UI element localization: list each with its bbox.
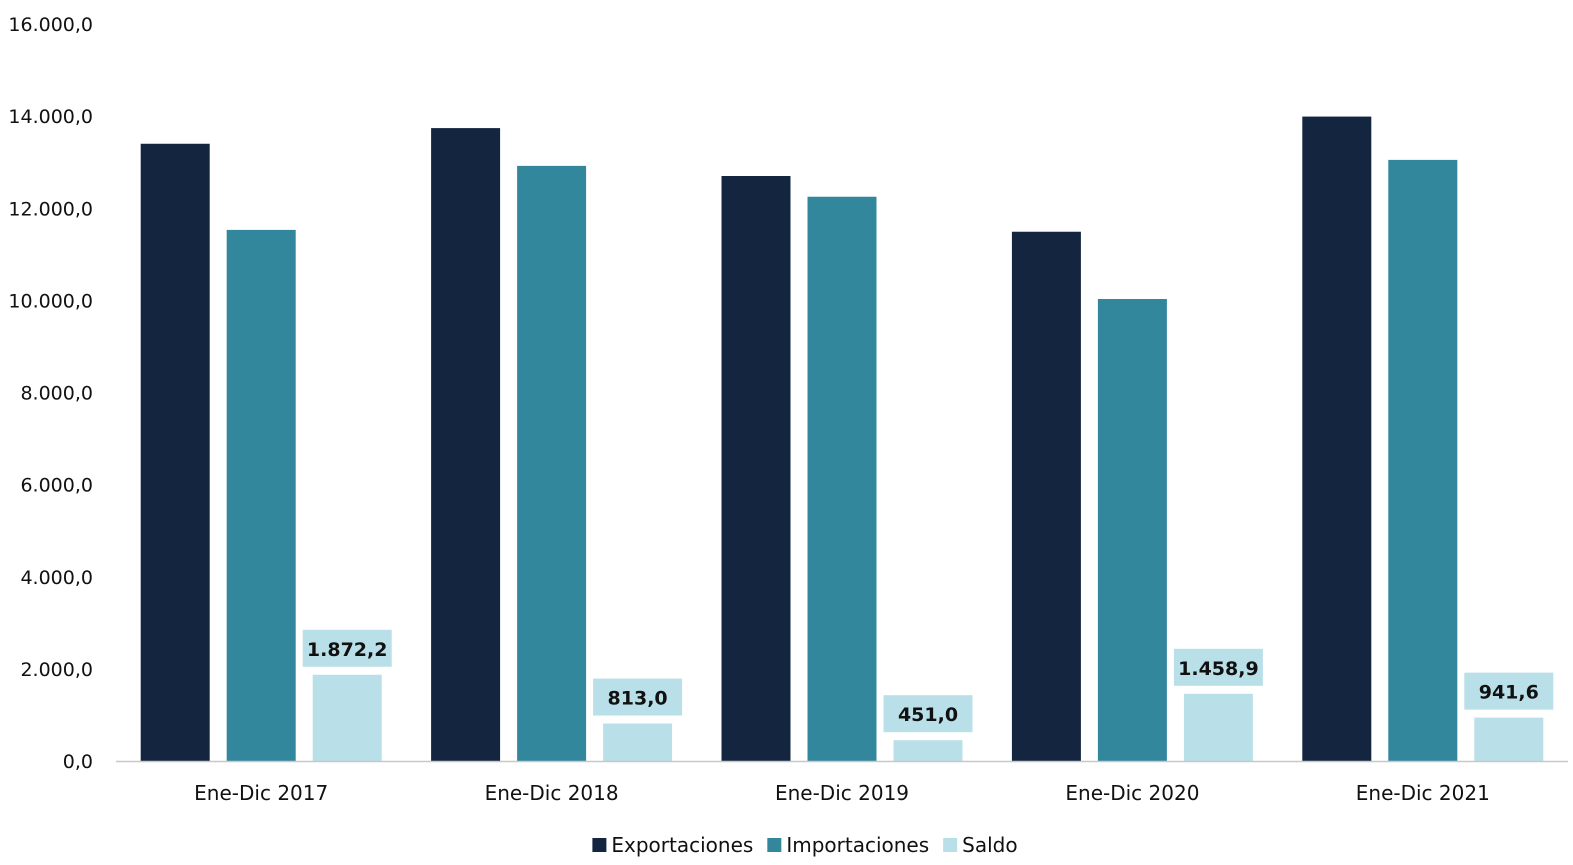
y-axis: 0,0 2.000,0 4.000,0 6.000,0 8.000,0 10.000,0 1… — [8, 14, 93, 773]
legend-swatch-exportaciones — [592, 838, 607, 852]
data-label: 813,0 — [608, 688, 668, 710]
data-label: 1.872,2 — [307, 639, 388, 661]
bar-importaciones-1 — [226, 229, 296, 762]
x-axis: Ene-Dic 2017 Ene-Dic 2018 Ene-Dic 2019 Ene-… — [194, 781, 1490, 805]
y-tick-label: 12.000,0 — [8, 198, 93, 220]
bar-exportaciones-4 — [1011, 231, 1081, 761]
data-label-box — [593, 678, 683, 716]
bar-importaciones-2 — [517, 165, 587, 761]
legend-label: Exportaciones — [611, 833, 753, 857]
y-tick-label: 2.000,0 — [20, 659, 93, 681]
data-label-box — [883, 695, 973, 733]
legend-swatch-saldo — [943, 838, 958, 852]
x-tick-label: Ene-Dic 2019 — [775, 781, 909, 805]
bar-importaciones-3 — [807, 196, 877, 761]
bar-exportaciones-1 — [140, 143, 210, 761]
data-label: 1.458,9 — [1178, 658, 1259, 680]
legend-swatch-importaciones — [767, 838, 782, 852]
x-tick-label: Ene-Dic 2017 — [194, 781, 328, 805]
y-tick-label: 10.000,0 — [8, 290, 93, 312]
data-label: 451,0 — [898, 704, 958, 726]
y-tick-label: 4.000,0 — [20, 567, 93, 589]
bar-saldo-2 — [603, 723, 673, 761]
bar-exportaciones-5 — [1302, 116, 1372, 761]
legend-label: Importaciones — [786, 833, 929, 857]
x-tick-label: Ene-Dic 2021 — [1356, 781, 1490, 805]
bar-exportaciones-2 — [431, 128, 501, 761]
plot-area: 1.872,2 813,0 451,0 1.458,9 941,6 — [140, 116, 1554, 762]
y-tick-label: 6.000,0 — [20, 475, 93, 497]
data-label-box — [1464, 672, 1554, 710]
x-tick-label: Ene-Dic 2018 — [485, 781, 619, 805]
data-label-box — [302, 629, 392, 667]
data-label: 941,6 — [1479, 682, 1539, 704]
bar-exportaciones-3 — [721, 176, 791, 762]
legend: Exportaciones Importaciones Saldo — [592, 833, 1018, 857]
bar-saldo-4 — [1183, 693, 1253, 761]
bar-saldo-1 — [312, 674, 382, 761]
bar-importaciones-5 — [1388, 159, 1458, 761]
bar-saldo-5 — [1474, 717, 1544, 761]
y-tick-label: 14.000,0 — [8, 106, 93, 128]
bar-saldo-3 — [893, 740, 963, 761]
x-tick-label: Ene-Dic 2020 — [1065, 781, 1199, 805]
bar-importaciones-4 — [1097, 298, 1167, 761]
y-tick-label: 16.000,0 — [8, 14, 93, 36]
legend-label: Saldo — [962, 833, 1017, 857]
y-tick-label: 0,0 — [63, 751, 93, 773]
data-label-box — [1173, 648, 1263, 686]
y-tick-label: 8.000,0 — [20, 383, 93, 405]
